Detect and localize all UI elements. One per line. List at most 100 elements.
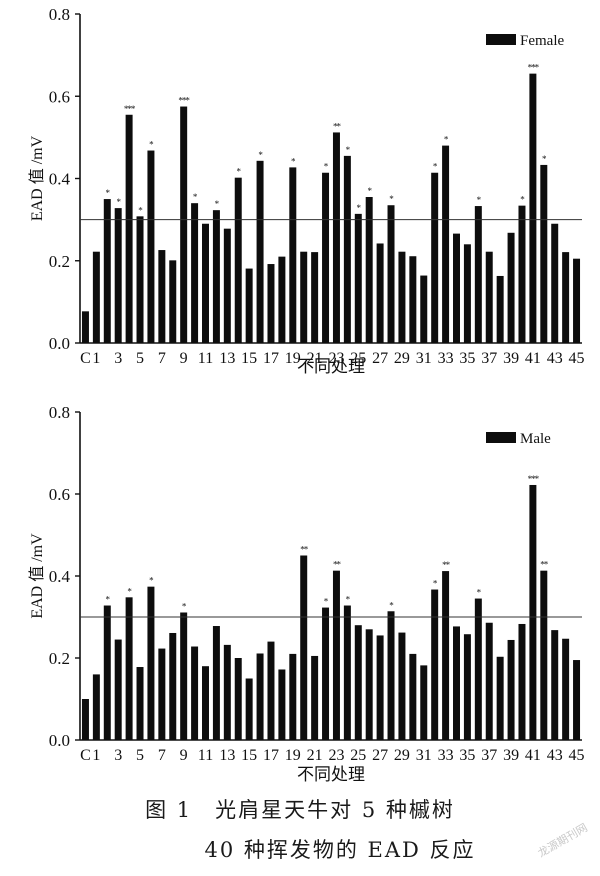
chart2-bar xyxy=(289,653,297,740)
chart2-bar xyxy=(387,611,395,740)
chart1-bar xyxy=(431,172,439,343)
chart2-x-tick-label: 45 xyxy=(569,747,585,764)
chart2-x-tick-label: 39 xyxy=(503,747,519,764)
chart1-bar xyxy=(191,203,199,343)
chart1-significance-mark: * xyxy=(138,205,143,215)
chart1-bar xyxy=(398,251,406,343)
chart1-significance-mark: * xyxy=(116,197,121,207)
chart2-x-tick-label: 3 xyxy=(114,747,122,764)
chart2-x-tick-label: 7 xyxy=(158,747,166,764)
chart2-bar xyxy=(212,626,220,740)
chart1-significance-mark: * xyxy=(520,195,525,205)
chart2-x-tick-label: 37 xyxy=(481,747,497,764)
chart1-bar xyxy=(169,260,177,343)
chart1-significance-mark: *** xyxy=(528,63,540,73)
chart1-y-tick-label: 0.0 xyxy=(49,334,70,353)
chart1-significance-mark: * xyxy=(149,140,154,150)
chart2-significance-mark: ** xyxy=(442,560,451,570)
chart1-y-tick-label: 0.6 xyxy=(49,87,70,106)
chart1-significance-mark: * xyxy=(106,188,111,198)
chart2-bar xyxy=(147,586,155,740)
chart1-x-tick-label: 5 xyxy=(136,350,144,367)
chart1-x-tick-label: 17 xyxy=(263,350,279,367)
chart2-bar xyxy=(92,674,100,740)
chart2-bar xyxy=(332,570,340,740)
chart1-bar xyxy=(125,114,133,343)
chart1-legend-swatch xyxy=(486,34,516,45)
chart1-x-tick-label: 33 xyxy=(438,350,454,367)
chart1-bar xyxy=(322,172,330,343)
chart1-bar xyxy=(409,256,417,343)
chart1-significance-mark: * xyxy=(346,145,351,155)
chart1-bar xyxy=(485,251,493,343)
chart1-bar xyxy=(289,167,297,343)
chart1-significance-mark: * xyxy=(236,167,241,177)
chart1-bar xyxy=(507,232,515,343)
chart2-x-tick-label: 19 xyxy=(285,747,301,764)
chart2-bar xyxy=(223,644,231,740)
chart2-x-tick-label: 25 xyxy=(350,747,366,764)
chart2-x-tick-label: 1 xyxy=(92,747,100,764)
chart2-bar xyxy=(518,623,526,740)
chart1-x-tick-label: 31 xyxy=(416,350,432,367)
chart1-bar xyxy=(180,106,188,343)
chart1-bar xyxy=(453,233,460,343)
chart2-significance-mark: ** xyxy=(300,545,309,555)
chart2-significance-mark: * xyxy=(182,601,187,611)
chart1-x-tick-label: 29 xyxy=(394,350,410,367)
chart1-significance-mark: * xyxy=(389,194,394,204)
chart1-significance-mark: ** xyxy=(333,121,342,131)
chart1-bar xyxy=(496,275,504,343)
chart1-significance-mark: * xyxy=(357,203,362,213)
chart2-bar xyxy=(496,656,504,740)
chart2-significance-mark: ** xyxy=(333,560,342,570)
chart2-legend-swatch xyxy=(486,432,516,443)
chart2-y-tick-label: 0.4 xyxy=(49,567,71,586)
chart2-x-tick-label: 5 xyxy=(136,747,144,764)
figure-caption-line-1: 图 1 光肩星天牛对 5 种槭树 xyxy=(145,798,455,822)
chart1-bar xyxy=(463,244,471,343)
chart1-bar xyxy=(529,73,537,343)
chart1-x-tick-label: 21 xyxy=(307,350,323,367)
chart1-bar xyxy=(234,177,242,343)
chart1-x-tick-label: 23 xyxy=(328,350,344,367)
chart1-bar xyxy=(92,251,100,343)
chart1-bar xyxy=(147,150,155,343)
chart1-bar xyxy=(223,228,231,343)
chart1-y-axis-label: EAD 值 /mV xyxy=(28,135,46,221)
chart2-significance-mark: * xyxy=(324,597,329,607)
chart1-bar xyxy=(212,210,220,343)
chart1-bar xyxy=(158,250,166,343)
chart1-significance-mark: * xyxy=(542,154,547,164)
chart2-y-tick-label: 0.0 xyxy=(49,731,70,750)
chart2-x-tick-label: 15 xyxy=(241,747,257,764)
chart1-significance-mark: * xyxy=(291,156,296,166)
chart2-bar xyxy=(420,665,428,740)
chart2-x-tick-label: 23 xyxy=(328,747,344,764)
chart1-bar xyxy=(267,264,275,343)
chart2-significance-mark: * xyxy=(106,595,111,605)
chart2-bar xyxy=(81,699,89,740)
chart2-bar xyxy=(551,630,559,740)
chart2-significance-mark: * xyxy=(149,576,154,586)
chart2-significance-mark: * xyxy=(389,600,394,610)
chart1-significance-mark: * xyxy=(193,192,198,202)
chart2-x-tick-label: 35 xyxy=(459,747,475,764)
chart1-y-tick-label: 0.2 xyxy=(49,252,70,271)
chart2-x-tick-label: 17 xyxy=(263,747,279,764)
chart1-bar xyxy=(114,208,122,343)
chart1-x-tick-label: 43 xyxy=(547,350,563,367)
chart1-significance-mark: * xyxy=(215,199,220,209)
chart1-y-tick-label: 0.8 xyxy=(49,5,70,24)
chart2-bar xyxy=(125,597,133,740)
chart2-bar xyxy=(136,667,144,740)
chart2-x-tick-label: 43 xyxy=(547,747,563,764)
chart1-bar xyxy=(256,160,264,343)
chart1-bar xyxy=(202,223,209,343)
figure-caption-line-2: 40 种挥发物的 EAD 反应 xyxy=(204,838,476,862)
chart2-bar xyxy=(256,653,264,740)
chart2-significance-mark: * xyxy=(477,588,482,598)
chart1-legend-label: Female xyxy=(520,33,564,49)
chart2-significance-mark: * xyxy=(127,586,132,596)
chart1-bar xyxy=(81,311,89,343)
